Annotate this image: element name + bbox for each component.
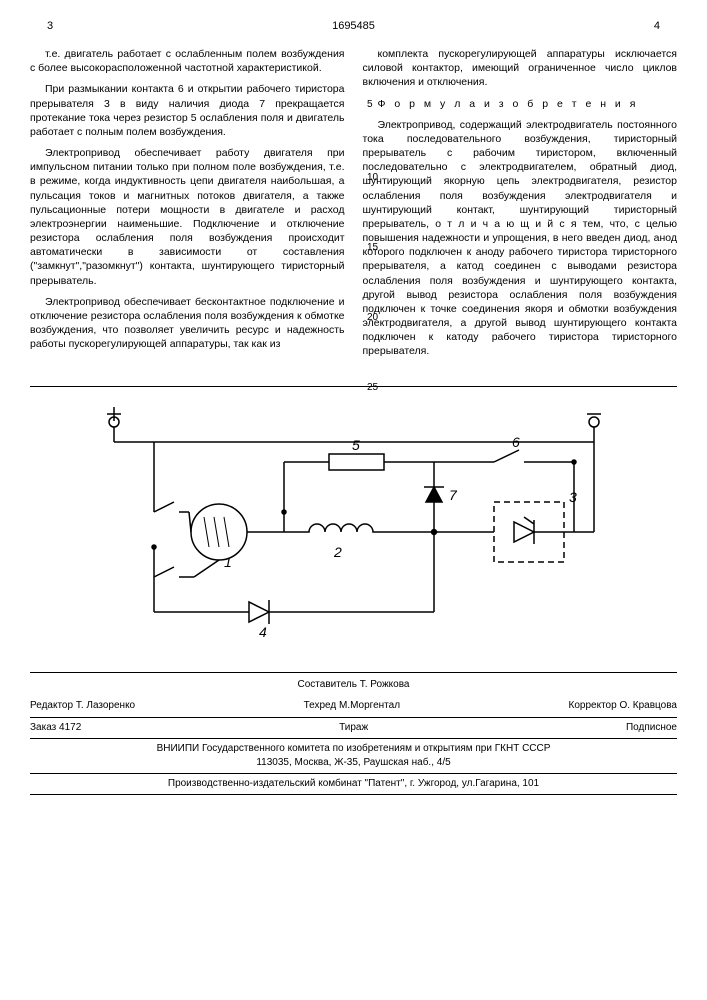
tirage: Тираж [339,721,368,735]
footer: Составитель Т. Рожкова Редактор Т. Лазор… [30,672,677,795]
editor: Редактор Т. Лазоренко [30,699,135,713]
circuit-diagram: 1 5 2 [30,386,677,652]
svg-text:1: 1 [224,554,232,570]
subscription: Подписное [626,721,677,735]
paragraph: т.е. двигатель работает с ослабленным по… [30,47,345,75]
paragraph: При размыкании контакта 6 и открытии раб… [30,82,345,139]
org-address: 113035, Москва, Ж-35, Раушская наб., 4/5 [30,756,677,770]
document-number: 1695485 [332,20,375,32]
page-number-right: 4 [637,20,677,32]
corrector: Корректор О. Кравцова [569,699,677,713]
paragraph: Электропривод, содержащий электродвигате… [363,118,678,359]
right-column: комплекта пускорегулирующей аппаратуры и… [363,47,678,366]
page-number-left: 3 [30,20,70,32]
line-number: 15 [367,242,378,253]
svg-text:5: 5 [352,437,360,453]
composer-line: Составитель Т. Рожкова [30,675,677,695]
printer-info: Производственно-издательский комбинат "П… [30,774,677,795]
svg-text:4: 4 [259,624,267,640]
paragraph: Электропривод обеспечивает бесконтактное… [30,295,345,352]
line-number: 5 [367,99,373,110]
paragraph: Электропривод обеспечивает работу двигат… [30,146,345,288]
paragraph: комплекта пускорегулирующей аппаратуры и… [363,47,678,90]
techred: Техред М.Моргентал [304,699,400,713]
svg-text:3: 3 [569,489,577,505]
line-number: 25 [367,382,378,393]
svg-text:7: 7 [449,487,458,503]
svg-text:6: 6 [512,434,520,450]
svg-text:2: 2 [333,544,342,560]
formula-title: Ф о р м у л а и з о б р е т е н и я [363,97,678,111]
line-number: 10 [367,172,378,183]
left-column: т.е. двигатель работает с ослабленным по… [30,47,345,366]
page-header: 3 1695485 4 [30,20,677,32]
order-number: Заказ 4172 [30,721,81,735]
line-number: 20 [367,312,378,323]
organization: ВНИИПИ Государственного комитета по изоб… [30,742,677,756]
